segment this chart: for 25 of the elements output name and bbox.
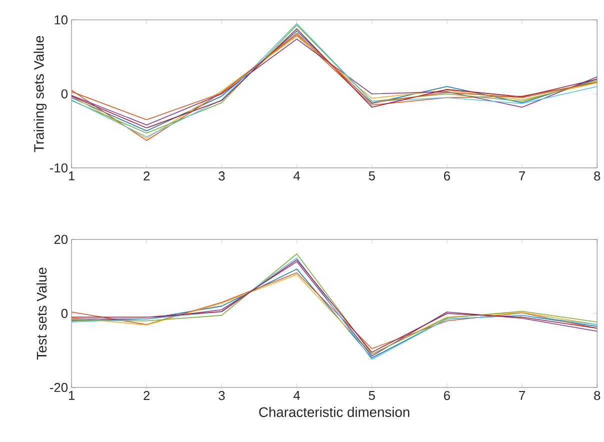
x-tick-label: 5 xyxy=(368,390,375,400)
x-axis-title: Characteristic dimension xyxy=(259,406,410,418)
x-tick-label: 8 xyxy=(594,390,600,400)
y-tick-label: -20 xyxy=(50,382,68,392)
y-tick-label: 10 xyxy=(54,15,68,24)
x-tick-label: 1 xyxy=(68,171,74,180)
x-tick-label: 6 xyxy=(444,171,450,180)
x-tick-label: 3 xyxy=(218,171,225,180)
x-tick-label: 4 xyxy=(294,390,300,400)
x-tick-label: 2 xyxy=(144,390,150,400)
y-axis-title: Training sets Value xyxy=(34,36,47,152)
y-tick-label: -10 xyxy=(50,163,68,172)
y-axis-title: Test sets Value xyxy=(36,268,47,360)
x-tick-label: 8 xyxy=(594,171,600,180)
x-tick-label: 4 xyxy=(294,171,300,180)
x-tick-label: 5 xyxy=(368,171,375,180)
y-tick-label: 0 xyxy=(61,89,68,98)
x-tick-label: 2 xyxy=(144,171,150,180)
x-tick-label: 7 xyxy=(519,171,525,180)
x-tick-label: 3 xyxy=(218,390,225,400)
x-tick-label: 7 xyxy=(519,390,525,400)
x-tick-label: 1 xyxy=(68,390,74,400)
y-tick-label: 0 xyxy=(61,308,68,318)
y-tick-label: 20 xyxy=(54,234,68,244)
x-tick-label: 6 xyxy=(444,390,450,400)
